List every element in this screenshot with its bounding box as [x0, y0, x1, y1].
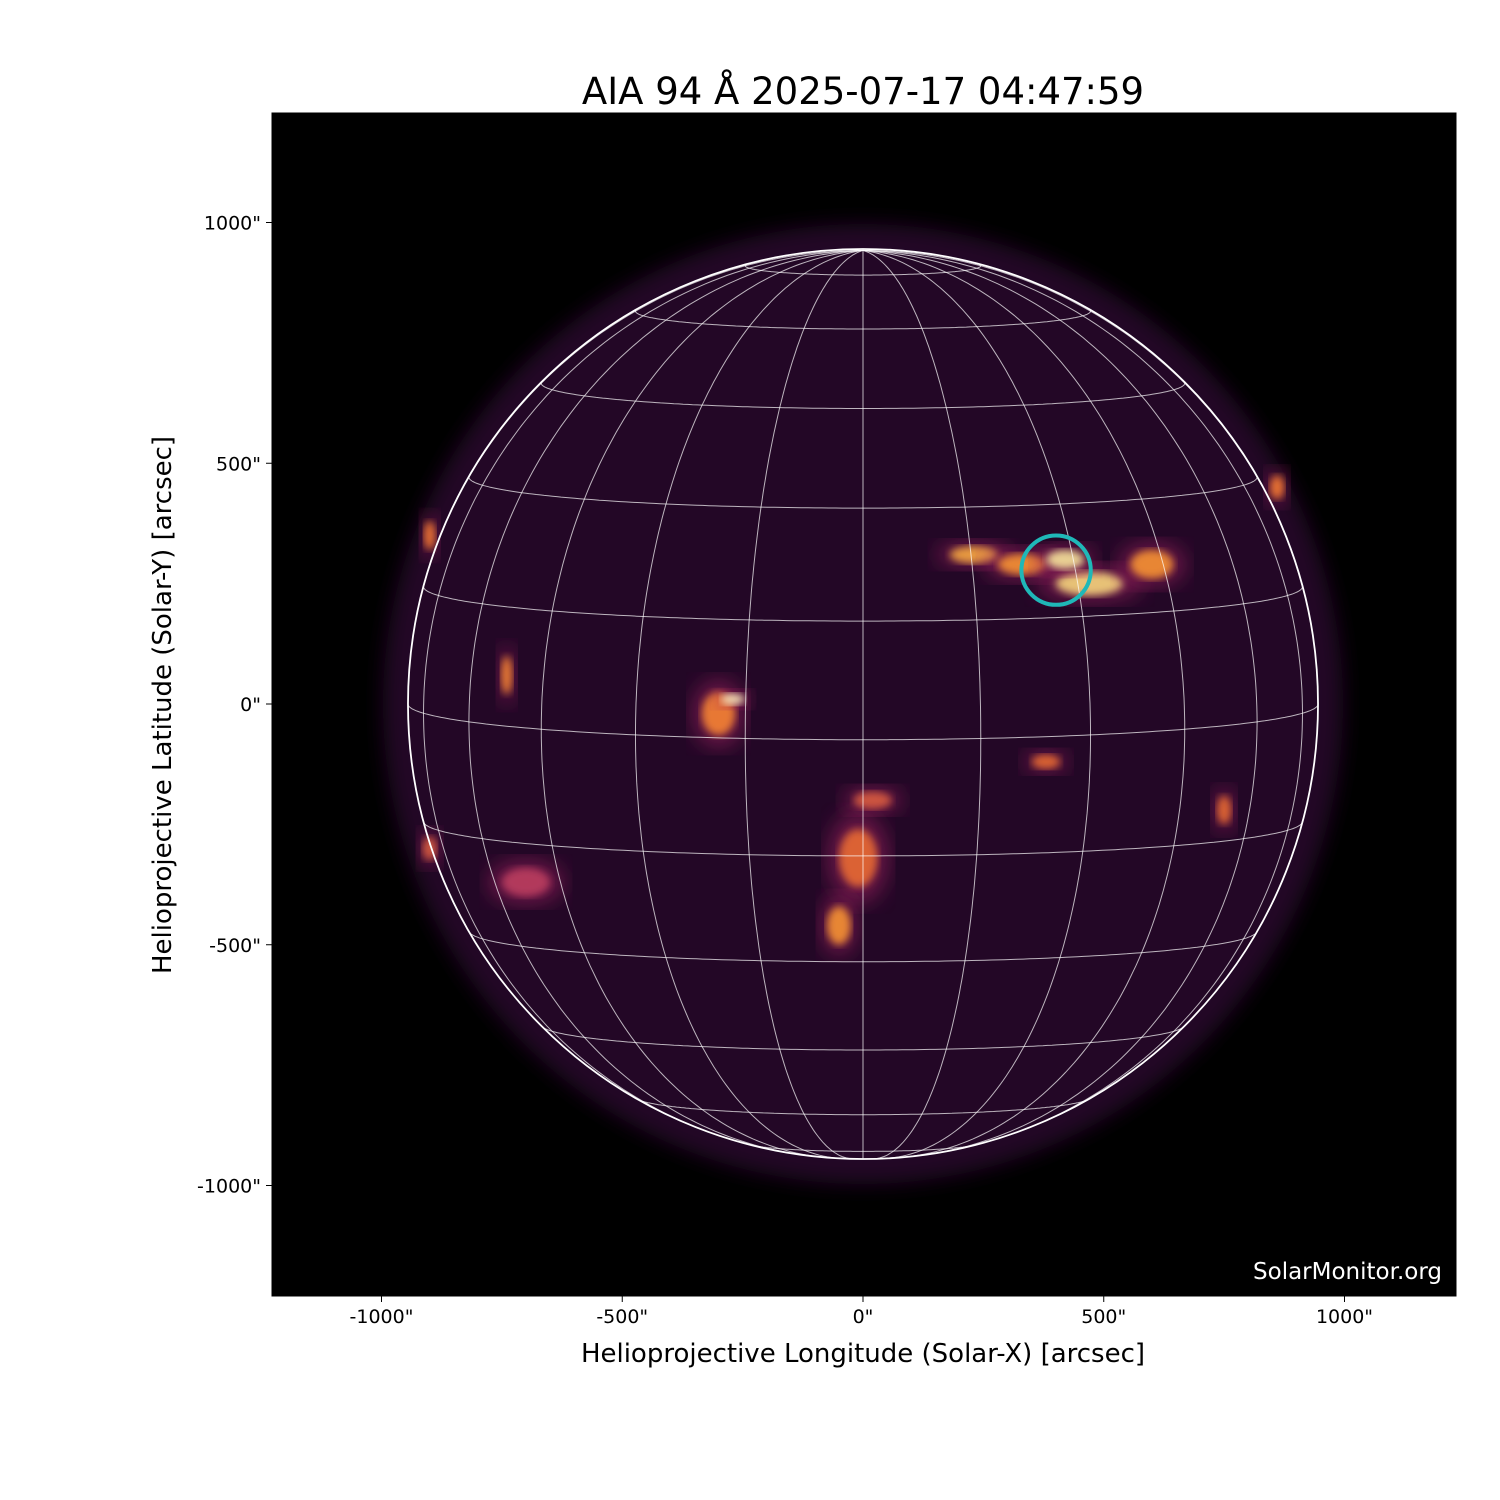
x-tick-label: 500"	[1081, 1306, 1126, 1328]
latitude-line	[637, 1098, 1089, 1116]
emission-region	[838, 829, 878, 887]
emission-region	[853, 791, 892, 809]
emission-region	[1045, 549, 1085, 570]
latitude-line	[469, 932, 1257, 963]
watermark: SolarMonitor.org	[1253, 1259, 1442, 1285]
latitude-line	[540, 381, 1186, 409]
y-tick-label: 1000"	[204, 213, 261, 235]
latitude-line	[423, 822, 1303, 857]
y-tick-label: 500"	[216, 453, 261, 475]
latitude-line	[468, 475, 1258, 509]
latitude-line	[750, 1144, 976, 1152]
x-tick-label: 0"	[853, 1306, 874, 1328]
latitude-line	[422, 585, 1304, 622]
longitude-line	[635, 249, 864, 1159]
y-tick-label: -500"	[209, 935, 261, 957]
longitude-line	[862, 249, 1258, 1156]
emission-region	[500, 655, 513, 695]
solar-limb	[407, 248, 1319, 1160]
latitude-line	[744, 263, 982, 276]
longitude-line	[540, 249, 864, 1158]
longitude-line	[862, 249, 1091, 1159]
y-axis-label: Helioprojective Latitude (Solar-Y) [arcs…	[148, 436, 178, 974]
y-tick-label: -1000"	[197, 1176, 261, 1198]
longitude-line	[422, 249, 864, 1141]
longitude-line	[468, 249, 864, 1156]
region-marker-circle	[1019, 533, 1093, 607]
x-axis-label: Helioprojective Longitude (Solar-X) [arc…	[581, 1339, 1145, 1369]
longitude-line	[862, 249, 982, 1160]
axis-ticks: -1000" -500" 0" 500" 1000" 1000" 500" 0" -500" -1…	[197, 213, 1373, 1329]
latitude-line	[407, 703, 1319, 741]
emission-region	[826, 906, 851, 945]
longitude-line	[862, 249, 1304, 1141]
latitude-line	[542, 1026, 1184, 1051]
emission-region	[1031, 754, 1061, 770]
y-tick-label: 0"	[240, 694, 261, 716]
heliographic-grid	[407, 249, 1319, 1160]
emission-region	[1130, 549, 1174, 579]
latitude-line	[635, 308, 1091, 330]
x-tick-label: 1000"	[1316, 1306, 1373, 1328]
longitude-line	[744, 249, 864, 1160]
plot-title: AIA 94 Å 2025-07-17 04:47:59	[582, 69, 1144, 113]
emission-region	[720, 693, 746, 705]
longitude-line	[862, 249, 1186, 1158]
active-regions	[418, 468, 1289, 957]
emission-region	[1216, 795, 1232, 825]
emission-region	[1269, 475, 1285, 500]
x-tick-label: -500"	[596, 1306, 648, 1328]
emission-region	[501, 867, 551, 897]
emission-region	[423, 521, 436, 550]
x-tick-label: -1000"	[350, 1306, 414, 1328]
